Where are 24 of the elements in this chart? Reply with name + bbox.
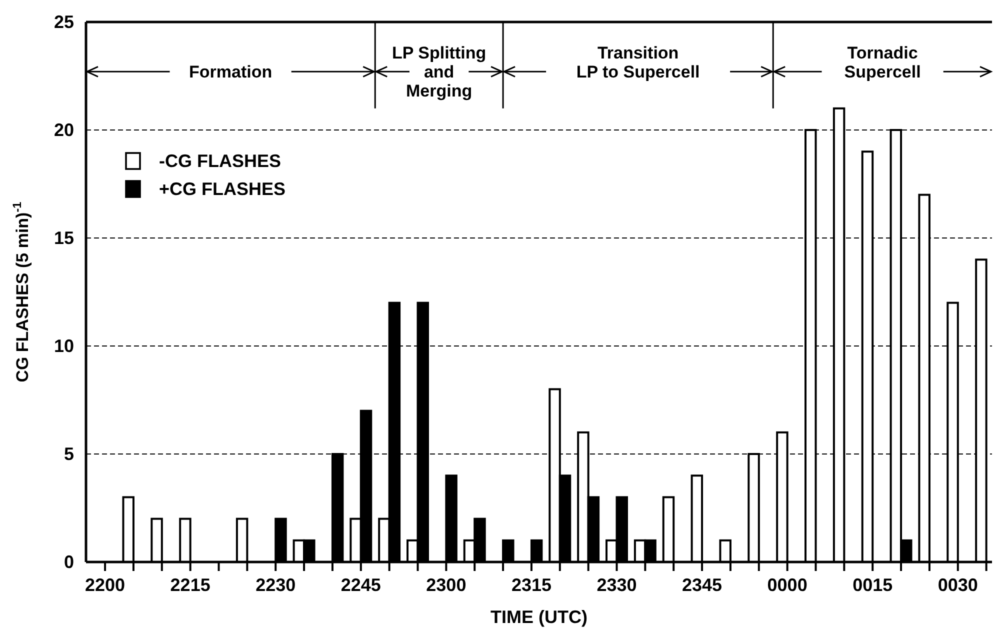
x-tick-label: 2215 — [170, 575, 210, 595]
x-tick-label: 2200 — [85, 575, 126, 595]
y-tick-label: 10 — [54, 336, 74, 356]
y-tick-label: 15 — [54, 228, 74, 248]
annotation: Formation — [189, 62, 272, 82]
x-axis-title: TIME (UTC) — [490, 607, 588, 627]
x-tick-label: 0030 — [938, 575, 978, 595]
x-tick-label: 0000 — [767, 575, 808, 595]
x-tick-label: 2230 — [256, 575, 296, 595]
y-tick-label: 20 — [54, 120, 74, 140]
x-tick-label: 0015 — [852, 575, 893, 595]
x-tick-label: 2330 — [596, 575, 637, 595]
annotation: LP Splitting and Merging — [392, 44, 486, 101]
x-tick-label: 2300 — [426, 575, 466, 595]
legend-label: +CG FLASHES — [159, 179, 286, 199]
y-tick-label: 5 — [64, 444, 74, 464]
legend-label: -CG FLASHES — [159, 151, 282, 171]
y-tick-label: 0 — [64, 552, 74, 572]
annotation: Transition LP to Supercell — [576, 44, 700, 82]
y-tick-label: 25 — [54, 12, 74, 32]
x-tick-label: 2345 — [682, 575, 722, 595]
x-tick-label: 2315 — [511, 575, 552, 595]
x-tick-label: 2245 — [340, 575, 381, 595]
annotation: Tornadic Supercell — [844, 44, 921, 82]
